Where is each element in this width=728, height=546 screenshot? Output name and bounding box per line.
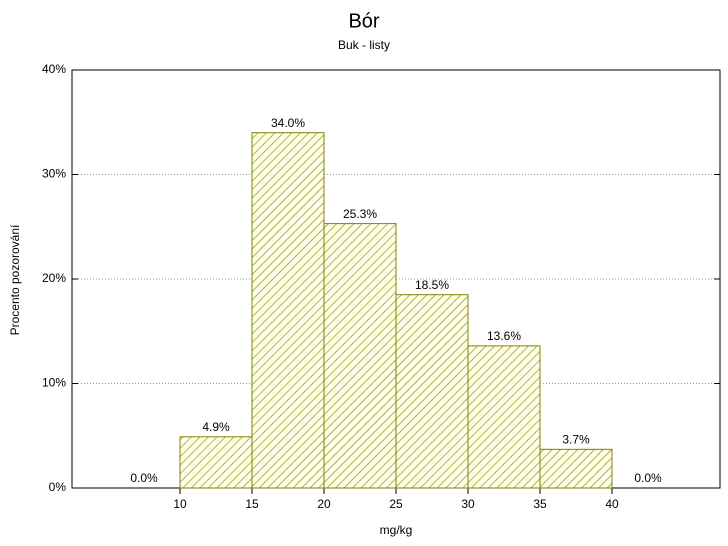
value-label: 25.3% bbox=[343, 207, 377, 221]
x-tick-label: 20 bbox=[317, 497, 331, 511]
value-label: 13.6% bbox=[487, 329, 521, 343]
x-tick-label: 40 bbox=[605, 497, 619, 511]
bar bbox=[467, 345, 541, 489]
y-tick-label: 30% bbox=[42, 167, 66, 181]
bar bbox=[539, 448, 613, 489]
x-tick-label: 15 bbox=[245, 497, 259, 511]
chart-subtitle: Buk - listy bbox=[338, 38, 390, 52]
x-tick-label: 25 bbox=[389, 497, 403, 511]
bar bbox=[179, 436, 253, 489]
x-tick-label: 30 bbox=[461, 497, 475, 511]
y-tick-label: 40% bbox=[42, 62, 66, 76]
bar bbox=[395, 294, 469, 489]
chart-title: Bór bbox=[348, 10, 379, 32]
x-tick-label: 10 bbox=[173, 497, 187, 511]
value-label: 18.5% bbox=[415, 278, 449, 292]
value-label: 3.7% bbox=[562, 433, 590, 447]
y-tick-label: 20% bbox=[42, 271, 66, 285]
value-label: 34.0% bbox=[271, 116, 305, 130]
value-label: 4.9% bbox=[202, 420, 230, 434]
y-axis-label: Procento pozorování bbox=[8, 224, 22, 335]
value-label: 0.0% bbox=[634, 471, 662, 485]
y-tick-label: 10% bbox=[42, 376, 66, 390]
value-label: 0.0% bbox=[130, 471, 158, 485]
y-tick-label: 0% bbox=[49, 480, 67, 494]
x-axis-label: mg/kg bbox=[380, 523, 413, 537]
x-tick-label: 35 bbox=[533, 497, 547, 511]
bar bbox=[251, 132, 325, 489]
bar bbox=[323, 223, 397, 489]
